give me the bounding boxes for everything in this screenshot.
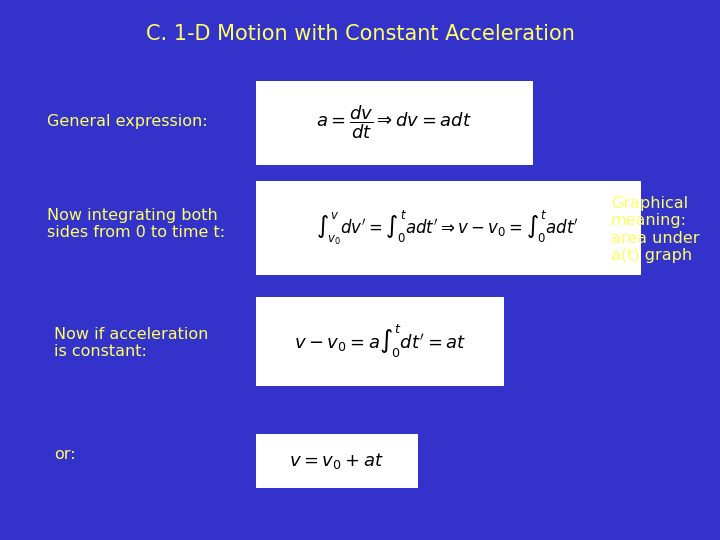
- Text: $v = v_0 + at$: $v = v_0 + at$: [289, 450, 384, 471]
- FancyBboxPatch shape: [256, 434, 418, 488]
- Text: Graphical
meaning:
area under
a(t) graph: Graphical meaning: area under a(t) graph: [611, 196, 699, 263]
- Text: $a = \dfrac{dv}{dt} \Rightarrow dv = adt$: $a = \dfrac{dv}{dt} \Rightarrow dv = adt…: [316, 104, 472, 141]
- Text: C. 1-D Motion with Constant Acceleration: C. 1-D Motion with Constant Acceleration: [145, 24, 575, 44]
- Text: $v - v_0 = a\int_{0}^{t} dt' = at$: $v - v_0 = a\int_{0}^{t} dt' = at$: [294, 323, 467, 360]
- FancyBboxPatch shape: [256, 181, 641, 275]
- FancyBboxPatch shape: [256, 297, 504, 386]
- Text: $\int_{v_0}^{v} dv' = \int_{0}^{t} adt' \Rightarrow v - v_0 = \int_{0}^{t} adt'$: $\int_{v_0}^{v} dv' = \int_{0}^{t} adt' …: [316, 209, 580, 247]
- FancyBboxPatch shape: [256, 81, 533, 165]
- Text: Now integrating both
sides from 0 to time t:: Now integrating both sides from 0 to tim…: [47, 208, 225, 240]
- Text: or:: or:: [54, 447, 76, 462]
- Text: Now if acceleration
is constant:: Now if acceleration is constant:: [54, 327, 208, 359]
- Text: General expression:: General expression:: [47, 114, 207, 129]
